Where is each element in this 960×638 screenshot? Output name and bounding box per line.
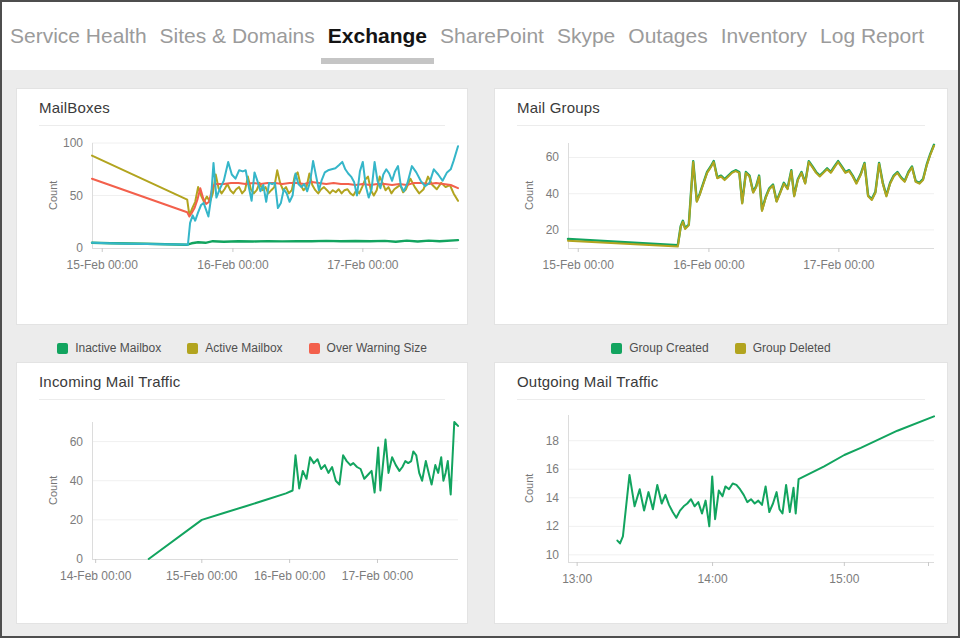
chart-incoming-mail-traffic: Count020406014-Feb 00:0015-Feb 00:0016-F… xyxy=(17,363,467,623)
legend-item-inactive-mailbox[interactable]: Inactive Mailbox xyxy=(57,341,161,355)
panel-mailboxes: MailBoxes Count05010015-Feb 00:0016-Feb … xyxy=(16,88,468,325)
chart-mail-groups: Count20406015-Feb 00:0016-Feb 00:0017-Fe… xyxy=(495,89,947,324)
chart-outgoing-mail-traffic: Count101214161813:0014:0015:00 xyxy=(495,363,947,623)
y-axis-tick-label: 60 xyxy=(17,436,83,448)
legend-swatch xyxy=(57,343,68,354)
legend-item-group-deleted[interactable]: Group Deleted xyxy=(735,341,831,355)
y-axis-tick-label: 18 xyxy=(495,435,559,447)
x-axis-tick-label: 17-Feb 00:00 xyxy=(342,569,413,583)
tab-sharepoint[interactable]: SharePoint xyxy=(440,25,544,47)
legend-item-active-mailbox[interactable]: Active Mailbox xyxy=(187,341,282,355)
legend-label: Group Deleted xyxy=(753,341,831,355)
tab-outages[interactable]: Outages xyxy=(628,25,707,47)
tab-inventory[interactable]: Inventory xyxy=(721,25,807,47)
legend-label: Active Mailbox xyxy=(205,341,282,355)
x-axis-tick-label: 15:00 xyxy=(829,572,859,586)
tab-bar: Service Health Sites & Domains Exchange Sha… xyxy=(2,2,958,70)
plot-area xyxy=(92,143,458,248)
series-line-unlabeled xyxy=(617,416,934,543)
x-axis-tick-label: 16-Feb 00:00 xyxy=(673,258,744,272)
tab-sites-domains[interactable]: Sites & Domains xyxy=(160,25,315,47)
legend-swatch xyxy=(309,343,320,354)
dashboard-screen: Service Health Sites & Domains Exchange Sha… xyxy=(0,0,960,638)
y-axis-tick-label: 100 xyxy=(17,137,83,149)
y-axis-tick-label: 60 xyxy=(495,151,559,163)
legend-label: Over Warning Size xyxy=(327,341,427,355)
y-axis-tick-label: 16 xyxy=(495,463,559,475)
tab-log-report[interactable]: Log Report xyxy=(820,25,924,47)
plot-area xyxy=(568,143,934,248)
series-line-group-deleted xyxy=(568,146,934,247)
legend-item-over-warning-size[interactable]: Over Warning Size xyxy=(309,341,427,355)
y-axis-tick-label: 12 xyxy=(495,520,559,532)
legend-item-group-created[interactable]: Group Created xyxy=(611,341,708,355)
panel-incoming-mail-traffic: Incoming Mail Traffic Count020406014-Feb… xyxy=(16,362,468,624)
y-axis-tick-label: 20 xyxy=(495,224,559,236)
legend-label: Group Created xyxy=(629,341,708,355)
plot-area xyxy=(92,422,458,559)
y-axis-tick-label: 10 xyxy=(495,549,559,561)
legend-swatch xyxy=(611,343,622,354)
x-axis-tick-label: 14-Feb 00:00 xyxy=(60,569,131,583)
x-axis-tick-label: 15-Feb 00:00 xyxy=(67,258,138,272)
chart-mailboxes: Count05010015-Feb 00:0016-Feb 00:0017-Fe… xyxy=(17,89,467,324)
x-axis-tick-label: 13:00 xyxy=(562,572,592,586)
y-axis-tick-label: 40 xyxy=(495,188,559,200)
legend-swatch xyxy=(187,343,198,354)
x-axis-tick-label: 17-Feb 00:00 xyxy=(327,258,398,272)
x-axis-tick-label: 17-Feb 00:00 xyxy=(803,258,874,272)
panel-mail-groups: Mail Groups Count20406015-Feb 00:0016-Fe… xyxy=(494,88,948,325)
x-axis-tick-label: 14:00 xyxy=(698,572,728,586)
series-line-unlabeled xyxy=(149,422,458,559)
y-axis-tick-label: 40 xyxy=(17,475,83,487)
tab-skype[interactable]: Skype xyxy=(557,25,615,47)
legend-label: Inactive Mailbox xyxy=(75,341,161,355)
legend-swatch xyxy=(735,343,746,354)
plot-area xyxy=(568,415,934,562)
y-axis-tick-label: 50 xyxy=(17,190,83,202)
tab-exchange[interactable]: Exchange xyxy=(328,25,427,47)
x-axis-tick-label: 16-Feb 00:00 xyxy=(254,569,325,583)
panel-outgoing-mail-traffic: Outgoing Mail Traffic Count101214161813:… xyxy=(494,362,948,624)
chart-legend: Inactive Mailbox Active Mailbox Over Warni… xyxy=(17,341,467,355)
y-axis-tick-label: 0 xyxy=(17,553,83,565)
chart-legend: Group Created Group Deleted xyxy=(495,341,947,355)
y-axis-tick-label: 14 xyxy=(495,492,559,504)
x-axis-tick-label: 16-Feb 00:00 xyxy=(197,258,268,272)
x-axis-tick-label: 15-Feb 00:00 xyxy=(543,258,614,272)
x-axis-tick-label: 15-Feb 00:00 xyxy=(166,569,237,583)
tab-service-health[interactable]: Service Health xyxy=(10,25,147,47)
y-axis-tick-label: 20 xyxy=(17,514,83,526)
y-axis-tick-label: 0 xyxy=(17,242,83,254)
